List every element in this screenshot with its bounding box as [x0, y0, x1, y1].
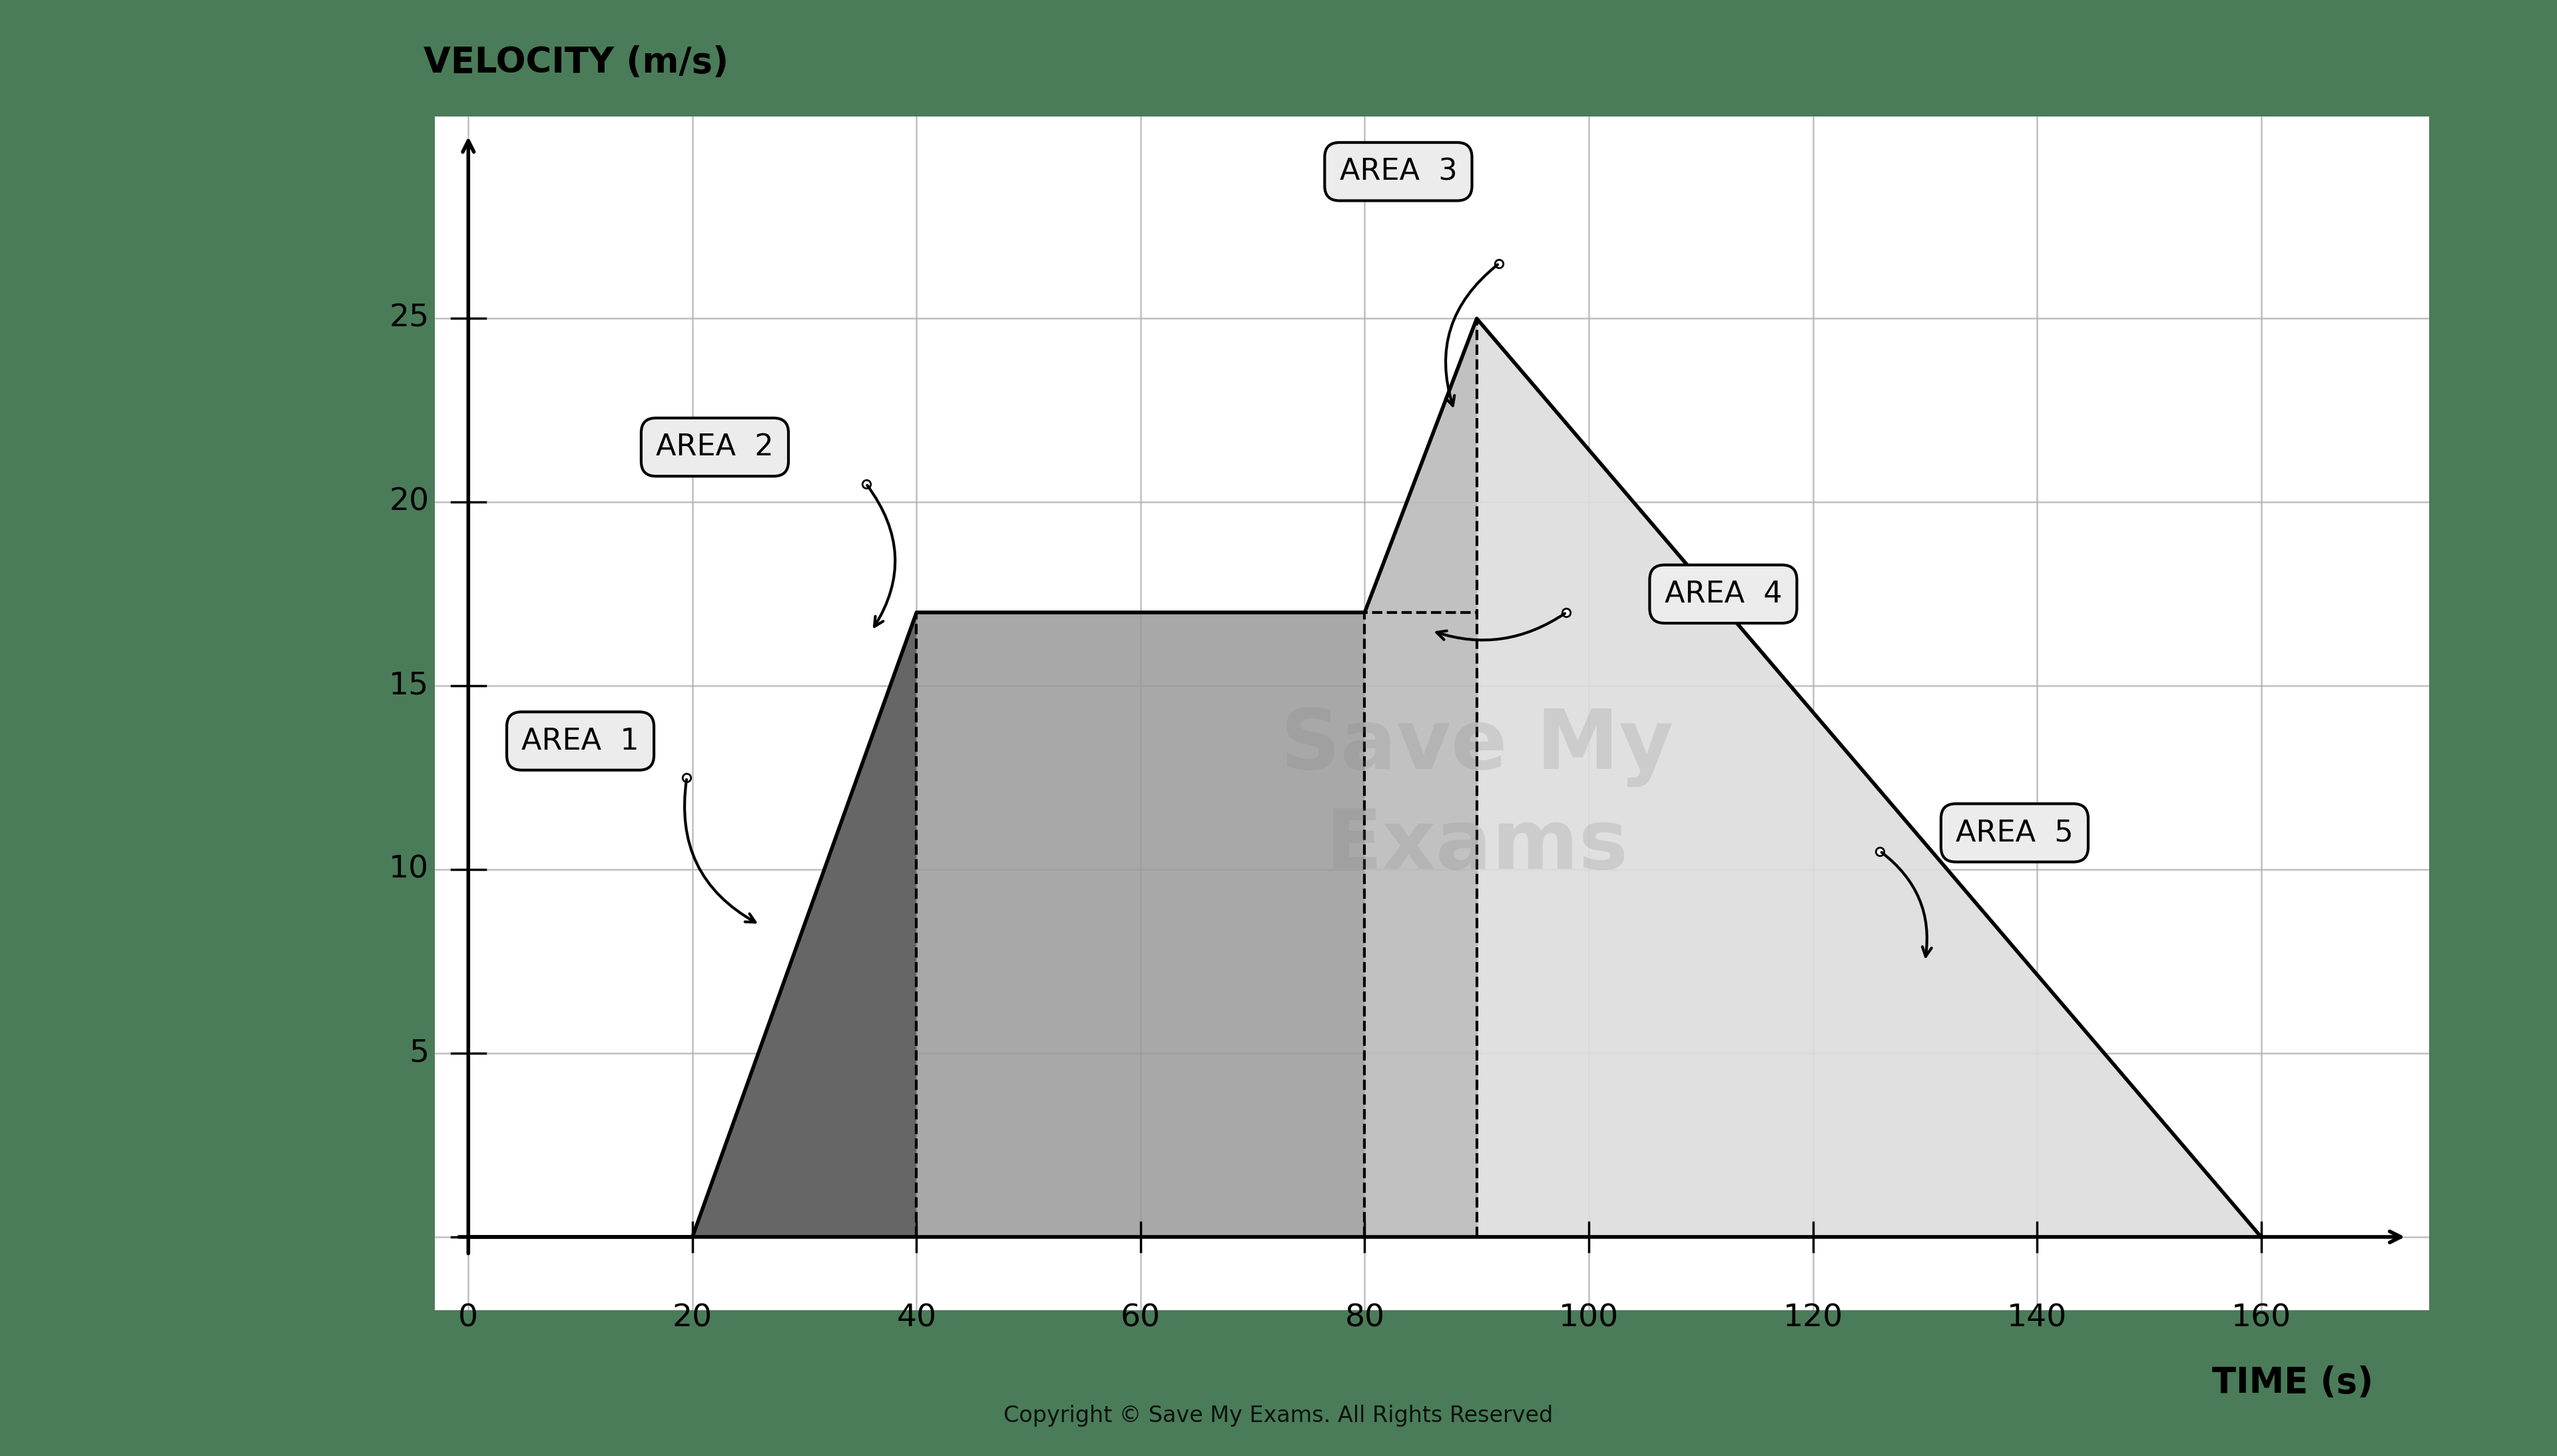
Text: 160: 160: [2232, 1303, 2291, 1334]
Text: VELOCITY (m/s): VELOCITY (m/s): [424, 45, 729, 80]
Text: 15: 15: [389, 671, 430, 700]
Polygon shape: [1365, 319, 1478, 613]
Text: 20: 20: [389, 488, 430, 517]
Text: TIME (s): TIME (s): [2212, 1366, 2373, 1401]
Polygon shape: [915, 613, 1365, 1238]
Text: AREA  4: AREA 4: [1665, 579, 1782, 609]
Text: AREA  1: AREA 1: [522, 727, 639, 756]
Text: 80: 80: [1345, 1303, 1386, 1334]
Polygon shape: [1365, 613, 1478, 1238]
Text: 100: 100: [1560, 1303, 1619, 1334]
Text: AREA  2: AREA 2: [657, 432, 775, 462]
Text: 60: 60: [1120, 1303, 1161, 1334]
Polygon shape: [770, 613, 915, 1018]
Text: 40: 40: [898, 1303, 936, 1334]
Text: Save My
Exams: Save My Exams: [1281, 706, 1672, 887]
Text: AREA  5: AREA 5: [1956, 818, 2074, 847]
Text: Copyright © Save My Exams. All Rights Reserved: Copyright © Save My Exams. All Rights Re…: [1005, 1405, 1552, 1427]
Text: AREA  3: AREA 3: [1340, 157, 1457, 186]
Text: 120: 120: [1782, 1303, 1844, 1334]
Text: 20: 20: [672, 1303, 713, 1334]
Text: 25: 25: [389, 303, 430, 333]
Text: 5: 5: [409, 1038, 430, 1069]
Polygon shape: [1478, 319, 2260, 1238]
Text: 0: 0: [458, 1303, 478, 1334]
Polygon shape: [468, 613, 915, 1238]
Text: 10: 10: [389, 855, 430, 885]
Text: 140: 140: [2007, 1303, 2066, 1334]
